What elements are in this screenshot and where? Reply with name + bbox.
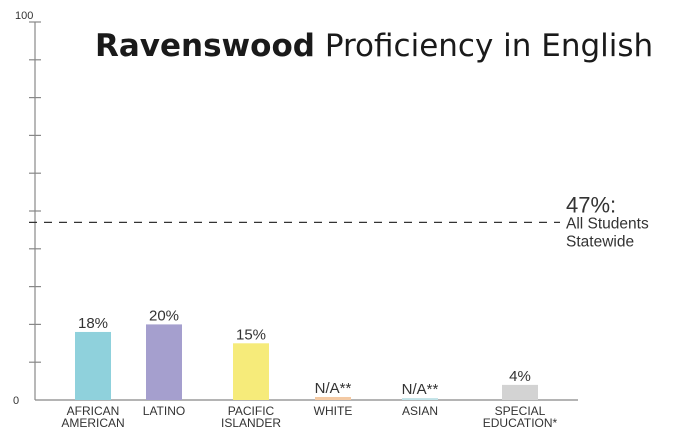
reference-line-label: All Students [566,215,649,232]
category-label-line: PACIFIC [228,404,275,418]
chart-title: Ravenswood Proficiency in English [95,28,653,64]
bar-0 [75,331,111,400]
y-tick-label-0: 0 [13,395,19,407]
bar-5 [502,384,538,400]
value-label-1: 20% [149,307,179,324]
value-label-3: N/A** [315,380,352,397]
category-label-line: EDUCATION* [483,416,558,430]
value-label-2: 15% [236,326,266,343]
bars [75,324,538,400]
category-label-line: SPECIAL [495,404,546,418]
chart-title-rest: Proficiency in English [325,28,653,64]
axes: 0 100 [13,10,578,407]
category-label-1: LATINO [143,404,185,418]
y-tick-label-100: 100 [15,10,33,22]
reference-line-label: Statewide [566,233,634,250]
bar-3 [315,396,351,400]
category-label-line: WHITE [314,404,353,418]
value-label-5: 4% [509,368,531,385]
category-label-line: ISLANDER [221,416,281,430]
value-label-0: 18% [78,315,108,332]
bar-2 [233,343,269,400]
category-label-line: AFRICAN [67,404,120,418]
bar-1 [146,324,182,400]
value-label-4: N/A** [402,381,439,398]
category-label-line: ASIAN [402,404,438,418]
category-label-line: LATINO [143,404,185,418]
bar-4 [402,398,438,400]
labels: 18% AFRICAN AMERICAN 20% LATINO 15% PACIFIC ISL… [61,307,557,430]
category-label-4: ASIAN [402,404,438,418]
category-label-5: SPECIAL EDUCATION* [483,404,558,430]
category-label-2: PACIFIC ISLANDER [221,404,281,430]
category-label-0: AFRICAN AMERICAN [61,404,124,430]
category-label-3: WHITE [314,404,353,418]
reference-line-value: 47%: [566,192,616,217]
chart-title-bold: Ravenswood [95,28,315,64]
category-label-line: AMERICAN [61,416,124,430]
